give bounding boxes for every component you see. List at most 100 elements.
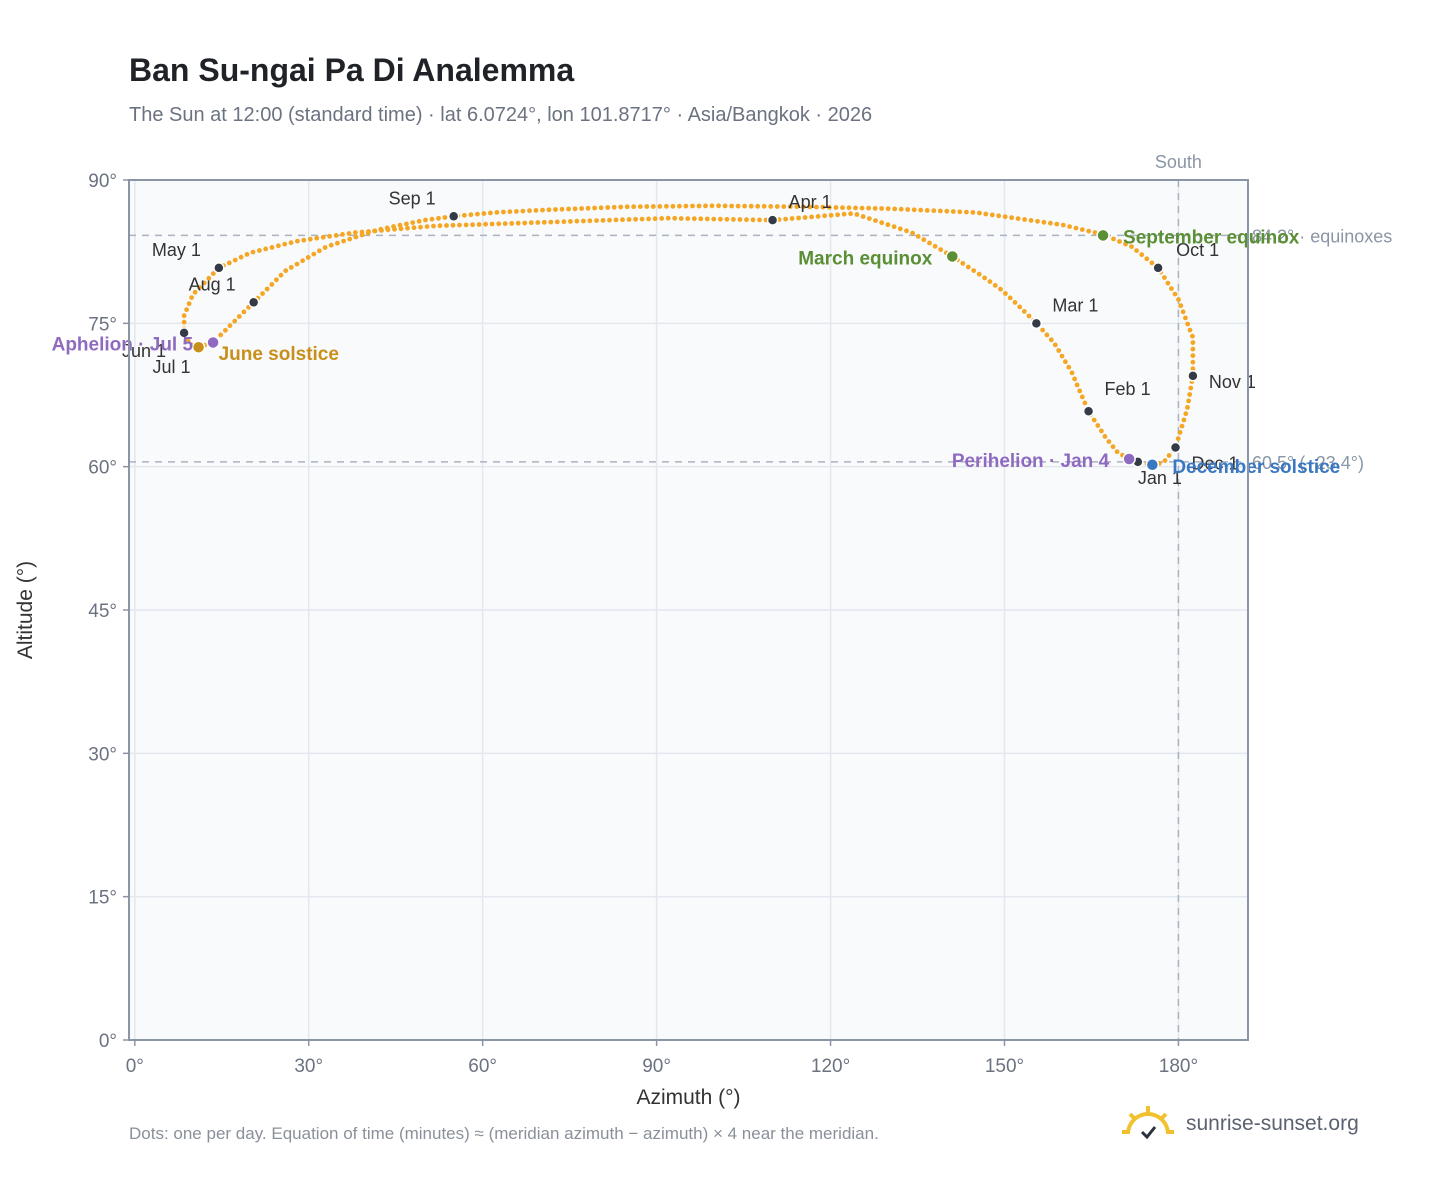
day-dot: [1149, 260, 1155, 266]
day-dot: [977, 210, 982, 216]
month-marker: [1082, 405, 1095, 417]
x-axis-label: Azimuth (°): [636, 1086, 740, 1109]
day-dot: [848, 211, 853, 217]
day-dot: [585, 205, 591, 211]
day-dot: [801, 204, 806, 210]
event-markers: March equinox September equinox June solst…: [52, 227, 1341, 477]
day-dot: [470, 222, 475, 228]
day-dot: [353, 230, 358, 235]
day-dot: [807, 204, 813, 210]
day-dot: [232, 318, 238, 324]
day-dot: [1186, 398, 1191, 404]
x-tick-label: 30°: [294, 1056, 323, 1077]
day-dot: [1074, 382, 1080, 388]
day-dot: [757, 217, 762, 223]
footnote: Dots: one per day. Equation of time (min…: [129, 1124, 879, 1143]
day-dot: [683, 203, 689, 209]
day-dot: [927, 240, 932, 246]
day-dot: [1073, 225, 1079, 231]
day-dot: [410, 220, 416, 226]
month-label: Jan 1: [1138, 468, 1182, 488]
day-dot: [236, 314, 242, 319]
day-dot: [546, 207, 552, 213]
y-axis-ticks: 0° 15° 30° 45° 60° 75° 90°: [88, 171, 129, 1052]
day-dot: [238, 254, 244, 260]
month-label: Dec 1: [1192, 454, 1239, 474]
event-marker: [1145, 458, 1160, 472]
day-dot: [737, 217, 743, 222]
day-dot: [320, 234, 326, 240]
day-dot: [931, 208, 937, 214]
day-dot: [274, 277, 279, 283]
month-label: Apr 1: [789, 192, 832, 212]
day-dot: [1190, 359, 1196, 365]
day-dot: [600, 218, 606, 223]
day-dot: [1012, 300, 1018, 305]
day-dot: [1079, 227, 1085, 233]
day-dot: [404, 221, 409, 227]
day-dot: [960, 261, 966, 266]
day-dot: [311, 251, 317, 257]
day-dot: [1102, 434, 1108, 439]
month-label: Sep 1: [389, 188, 436, 208]
day-dot: [1117, 239, 1122, 244]
day-dot: [787, 204, 793, 210]
day-dot: [327, 233, 332, 239]
day-dot: [1172, 291, 1178, 297]
day-dot: [405, 225, 410, 231]
day-dot: [1188, 385, 1194, 391]
day-dot: [729, 203, 734, 209]
day-dot: [1185, 405, 1190, 410]
day-dot: [1026, 313, 1032, 319]
day-dot: [1166, 453, 1172, 458]
day-dot: [885, 206, 891, 212]
day-dot: [982, 275, 987, 281]
day-dot: [1054, 221, 1060, 227]
y-tick-label: 45°: [88, 601, 117, 622]
day-dot: [613, 217, 619, 223]
day-dot: [987, 279, 993, 284]
day-dot: [1181, 417, 1187, 423]
event-label: September equinox: [1123, 227, 1300, 248]
day-dot: [475, 211, 480, 217]
day-dot: [429, 216, 435, 222]
day-dot: [288, 265, 294, 270]
day-dot: [970, 210, 976, 215]
day-dot: [685, 216, 691, 222]
day-dot: [1106, 439, 1112, 444]
day-dot: [744, 217, 749, 223]
y-axis-label: Altitude (°): [14, 561, 37, 659]
day-dot: [559, 206, 565, 212]
day-dot: [650, 204, 656, 209]
day-dot: [450, 222, 456, 228]
y-tick-label: 60°: [88, 458, 117, 479]
analemma-curve: [181, 203, 1196, 468]
brand-name: sunrise-sunset.org: [1186, 1112, 1359, 1135]
day-dot: [1044, 332, 1050, 338]
day-dot: [423, 217, 428, 223]
day-dot: [846, 205, 852, 211]
day-dot: [1035, 218, 1040, 224]
day-dot: [507, 209, 513, 215]
event-marker: [1122, 452, 1136, 466]
day-dot: [192, 289, 198, 295]
day-dot: [437, 223, 443, 229]
day-dot: [911, 207, 917, 213]
chart-title: Ban Su-ngai Pa Di Analemma: [129, 52, 575, 88]
day-dot: [618, 204, 624, 210]
brand-logo[interactable]: sunrise-sunset.org: [1120, 1104, 1359, 1144]
day-dot: [522, 220, 528, 226]
day-dot: [1180, 309, 1186, 315]
month-label: Oct 1: [1176, 240, 1219, 260]
day-dot: [748, 203, 754, 209]
day-dot: [678, 216, 684, 221]
day-dot: [468, 212, 474, 218]
day-dot: [269, 245, 275, 250]
month-label: Mar 1: [1052, 295, 1098, 315]
day-dot: [1069, 370, 1075, 376]
day-dot: [481, 211, 487, 216]
day-dot: [633, 216, 638, 222]
event-marker: [191, 340, 206, 354]
event-marker: [206, 335, 220, 350]
